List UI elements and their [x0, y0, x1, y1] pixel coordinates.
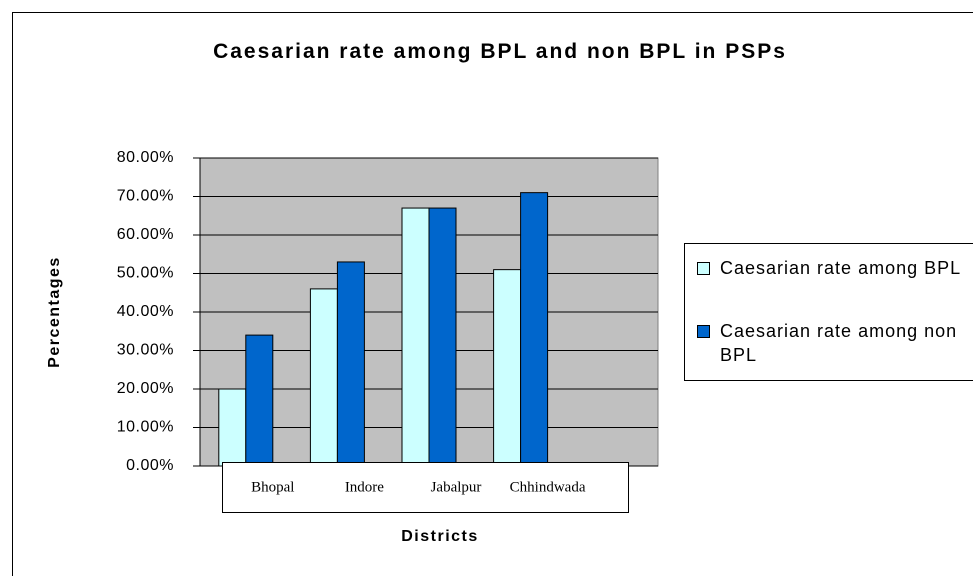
x-tick-label: Jabalpur	[431, 479, 482, 495]
bar	[245, 334, 274, 467]
y-tick-label: 40.00%	[117, 303, 174, 320]
y-axis-label: Percentages	[46, 256, 63, 368]
x-tick-label: Indore	[345, 479, 384, 495]
x-tick-label: Chhindwada	[510, 479, 586, 495]
y-tick-label: 0.00%	[126, 457, 174, 474]
bar	[309, 288, 338, 467]
y-tick-label: 10.00%	[117, 419, 174, 436]
legend-box	[684, 243, 973, 381]
bar	[520, 192, 549, 467]
y-tick-label: 30.00%	[117, 342, 174, 359]
bar	[493, 269, 522, 467]
bar	[401, 207, 430, 467]
x-axis-label: Districts	[401, 528, 479, 545]
legend-swatch	[697, 325, 710, 338]
bar	[428, 207, 457, 467]
chart-title: Caesarian rate among BPL and non BPL in …	[213, 40, 787, 63]
bar	[336, 261, 365, 467]
category-box	[222, 462, 629, 513]
legend-label: Caesarian rate among non BPL	[720, 321, 958, 365]
y-tick-label: 50.00%	[117, 265, 174, 282]
x-tick-label: Bhopal	[251, 479, 294, 495]
legend-swatch	[697, 262, 710, 275]
y-tick-label: 70.00%	[117, 188, 174, 205]
y-tick-label: 80.00%	[117, 149, 174, 166]
bar	[218, 388, 247, 467]
legend-label: Caesarian rate among BPL	[720, 258, 962, 278]
y-tick-label: 60.00%	[117, 226, 174, 243]
y-tick-label: 20.00%	[117, 380, 174, 397]
